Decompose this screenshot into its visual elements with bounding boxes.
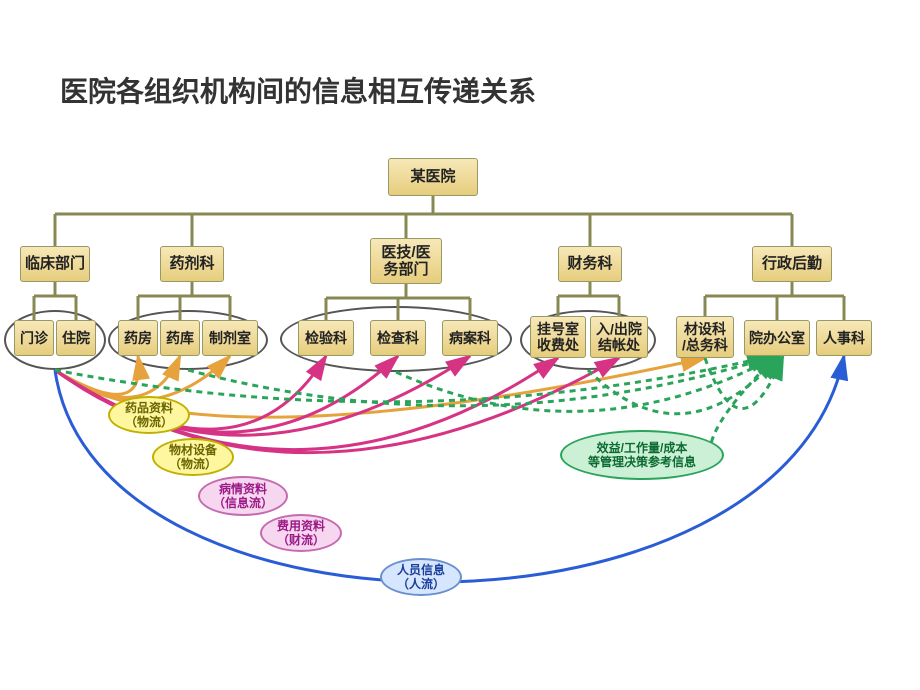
node-drugroom: 药房 — [118, 320, 158, 356]
node-dept-clinical: 临床部门 — [20, 246, 90, 282]
flow-drug: 药品资料 （物流） — [108, 396, 190, 434]
flow-fee: 费用资料 （财流） — [260, 514, 342, 552]
node-office: 院办公室 — [744, 320, 810, 356]
node-dept-admin: 行政后勤 — [752, 246, 832, 282]
node-records: 病案科 — [442, 320, 498, 356]
node-dept-medtech: 医技/医 务部门 — [370, 238, 442, 284]
node-supply: 材设科 /总务科 — [676, 316, 734, 358]
node-discharge: 入/出院 结帐处 — [590, 316, 648, 358]
node-lab: 检验科 — [298, 320, 354, 356]
flow-staff: 人员信息 （人流） — [380, 558, 462, 596]
node-register: 挂号室 收费处 — [530, 316, 586, 358]
node-inpatient: 住院 — [56, 320, 96, 356]
node-dept-pharmacy: 药剂科 — [160, 246, 224, 282]
node-root: 某医院 — [388, 158, 478, 196]
node-dept-finance: 财务科 — [558, 246, 622, 282]
flow-mgmt: 效益/工作量/成本 等管理决策参考信息 — [560, 430, 724, 480]
flow-case: 病情资料 （信息流） — [198, 476, 288, 516]
flow-material: 物材设备 （物流） — [152, 438, 234, 476]
node-hr: 人事科 — [816, 320, 872, 356]
node-outpatient: 门诊 — [14, 320, 54, 356]
node-prep: 制剂室 — [202, 320, 258, 356]
node-drugstore: 药库 — [160, 320, 200, 356]
node-exam: 检查科 — [370, 320, 426, 356]
